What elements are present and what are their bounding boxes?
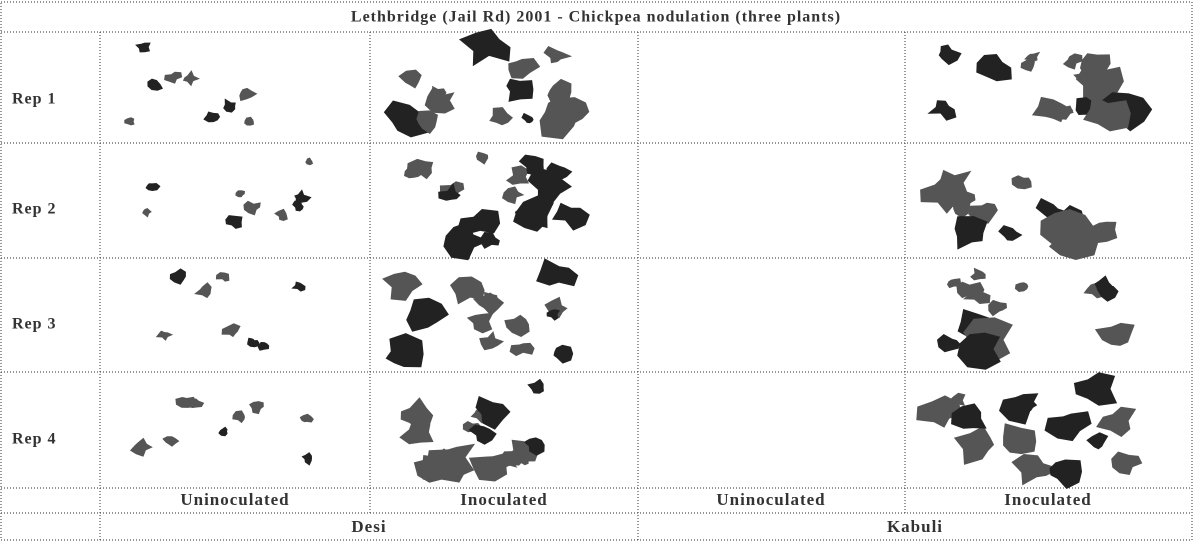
nodule	[955, 216, 988, 250]
nodule	[1003, 423, 1036, 454]
nodule	[183, 70, 200, 86]
nodule	[998, 225, 1022, 241]
nodule	[536, 258, 578, 286]
nodule	[506, 165, 529, 185]
row-label: Rep 1	[12, 91, 57, 108]
nodule	[302, 452, 313, 466]
nodule	[527, 379, 544, 394]
nodule	[235, 190, 245, 197]
nodule	[937, 334, 960, 352]
nodule	[162, 436, 179, 447]
nodule	[999, 393, 1038, 424]
nodule	[258, 342, 269, 351]
nodule	[976, 54, 1012, 81]
nodule	[552, 203, 590, 231]
nodule	[156, 331, 173, 341]
nodule	[232, 410, 245, 423]
nodule	[1095, 323, 1135, 346]
nodule	[399, 423, 433, 444]
nodule	[554, 345, 574, 364]
nodule	[479, 331, 504, 350]
nodule	[481, 232, 500, 249]
nodule	[506, 79, 533, 102]
nodule	[1045, 411, 1092, 441]
variety-label: Desi	[351, 517, 386, 536]
nodule	[1015, 282, 1028, 292]
nodule	[953, 200, 971, 218]
nodule	[521, 113, 533, 123]
treatment-label: Inoculated	[1004, 490, 1091, 509]
nodule	[1096, 407, 1136, 437]
nodule	[164, 72, 182, 84]
nodule	[398, 70, 421, 89]
nodule	[222, 323, 241, 337]
nodule	[476, 396, 511, 430]
nodule	[502, 186, 524, 204]
nodule	[244, 117, 254, 126]
nodule	[218, 427, 227, 437]
nodule	[305, 158, 313, 166]
nodule	[489, 107, 513, 125]
row-label: Rep 2	[12, 201, 57, 218]
nodule	[970, 268, 986, 281]
nodule	[1074, 372, 1117, 406]
nodule	[1086, 432, 1108, 449]
nodulation-table: Lethbridge (Jail Rd) 2001 - Chickpea nod…	[0, 0, 1194, 543]
nodule	[467, 313, 494, 334]
nodule	[510, 343, 535, 356]
nodule	[459, 29, 511, 66]
row-label: Rep 4	[12, 431, 57, 448]
nodule	[142, 208, 152, 218]
nodule	[170, 268, 186, 284]
nodule	[146, 183, 161, 191]
nodule	[216, 272, 230, 282]
nodule	[239, 88, 257, 101]
nodule	[147, 79, 163, 91]
nodule	[927, 100, 956, 121]
nodule	[1063, 53, 1083, 69]
nodule	[476, 152, 488, 165]
nodule	[508, 58, 540, 79]
nodule	[382, 272, 423, 301]
nodule	[540, 93, 579, 139]
nodule	[225, 215, 242, 229]
nodule	[249, 401, 264, 414]
table-title: Lethbridge (Jail Rd) 2001 - Chickpea nod…	[351, 9, 841, 26]
variety-label: Kabuli	[887, 517, 943, 536]
nodule	[291, 282, 305, 292]
nodule	[1050, 460, 1083, 490]
nodule	[243, 201, 260, 216]
row-label: Rep 3	[12, 316, 57, 333]
nodule	[294, 189, 311, 203]
nodule	[223, 99, 236, 113]
treatment-label: Inoculated	[460, 490, 547, 509]
treatment-label: Uninoculated	[180, 490, 289, 509]
nodule	[130, 438, 153, 457]
nodule	[406, 298, 449, 332]
treatment-label: Uninoculated	[716, 490, 825, 509]
nodule	[194, 282, 212, 298]
nodule	[300, 414, 314, 423]
nodule	[386, 333, 424, 367]
nodule	[124, 117, 134, 125]
nodule	[1111, 452, 1142, 476]
nodule	[274, 209, 288, 221]
nodule	[544, 46, 573, 63]
nodule	[954, 426, 994, 465]
nodule	[203, 112, 220, 123]
nodule	[957, 333, 1001, 370]
nodule	[175, 397, 195, 408]
nodule	[135, 43, 151, 53]
nodule	[988, 300, 1007, 316]
nodule	[1096, 286, 1118, 302]
nodule	[457, 209, 500, 233]
nodule	[504, 315, 529, 337]
nodule	[939, 45, 962, 66]
nodule	[1012, 175, 1032, 189]
